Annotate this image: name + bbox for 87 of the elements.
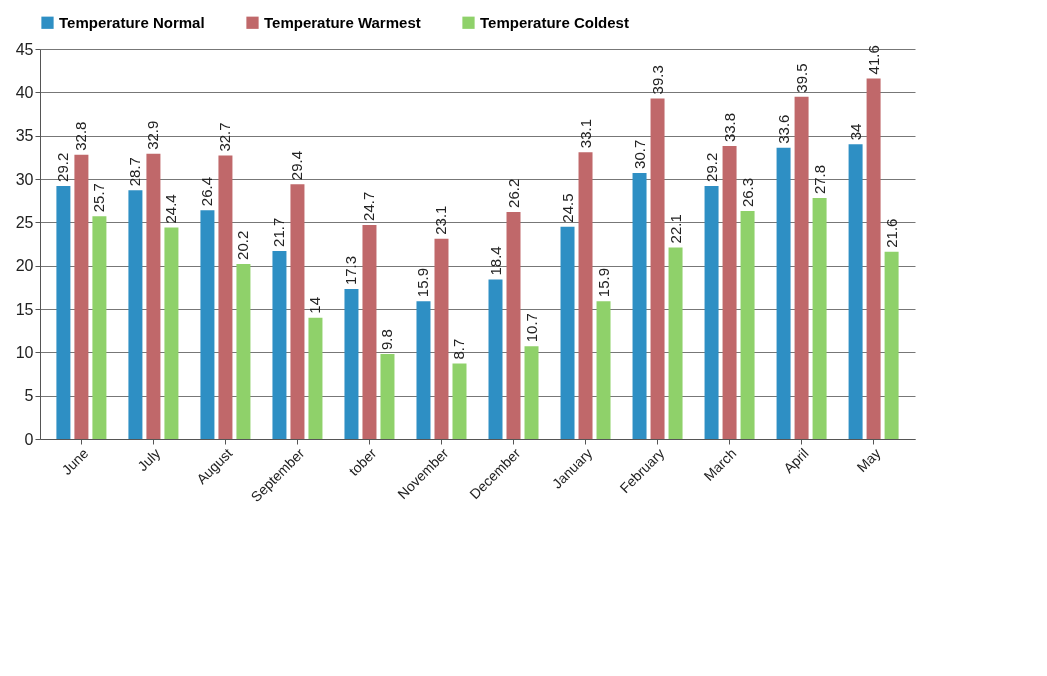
bar bbox=[506, 211, 521, 439]
bar bbox=[434, 238, 449, 439]
bar bbox=[560, 226, 575, 439]
data-label: 17.3 bbox=[342, 255, 360, 286]
bar bbox=[236, 263, 251, 439]
data-label: 21.6 bbox=[882, 218, 900, 248]
x-tick-label: July bbox=[134, 445, 164, 475]
y-tick-label: 25 bbox=[15, 213, 34, 231]
data-label: 29.4 bbox=[288, 151, 306, 181]
data-label: 32.8 bbox=[72, 121, 90, 151]
bar bbox=[866, 78, 881, 439]
bar bbox=[452, 363, 467, 439]
data-label: 26.3 bbox=[738, 177, 756, 208]
data-label: 20.2 bbox=[234, 230, 252, 260]
bar bbox=[128, 190, 143, 439]
bar bbox=[722, 146, 737, 439]
bar bbox=[596, 301, 611, 439]
data-label: 24.4 bbox=[162, 194, 180, 224]
bar bbox=[488, 279, 503, 439]
y-tick-label: 10 bbox=[15, 343, 34, 361]
data-label: 28.7 bbox=[126, 157, 144, 187]
data-label: 15.9 bbox=[414, 268, 432, 298]
data-label: 14 bbox=[306, 296, 324, 314]
data-label: 26.2 bbox=[504, 178, 522, 208]
bar bbox=[164, 227, 179, 439]
y-tick-label: 35 bbox=[15, 127, 34, 145]
y-tick-label: 5 bbox=[24, 387, 34, 405]
bar bbox=[578, 152, 593, 439]
data-label: 9.8 bbox=[378, 329, 396, 351]
data-label: 10.7 bbox=[522, 313, 540, 343]
bar bbox=[704, 185, 719, 439]
data-label: 26.4 bbox=[198, 177, 216, 207]
bar bbox=[308, 317, 323, 439]
data-label: 18.4 bbox=[486, 246, 504, 276]
data-label: 24.5 bbox=[558, 193, 576, 223]
x-tick-label: May bbox=[853, 445, 884, 476]
data-label: 15.9 bbox=[594, 268, 612, 298]
data-label: 39.5 bbox=[792, 63, 810, 93]
bar bbox=[416, 301, 431, 439]
y-tick-label: 40 bbox=[15, 83, 34, 101]
data-label: 33.6 bbox=[774, 114, 792, 144]
data-label: 41.6 bbox=[864, 45, 882, 75]
data-label: 30.7 bbox=[630, 139, 648, 169]
data-label: 33.1 bbox=[576, 118, 594, 149]
bar bbox=[56, 185, 71, 439]
data-label: 32.7 bbox=[216, 122, 234, 152]
bar bbox=[290, 184, 305, 439]
data-label: 27.8 bbox=[810, 164, 828, 195]
data-label: 8.7 bbox=[450, 338, 468, 360]
bar bbox=[524, 346, 539, 439]
bar bbox=[218, 155, 233, 439]
legend-label: Temperature Warmest bbox=[264, 13, 421, 31]
data-label: 29.2 bbox=[702, 152, 720, 182]
data-label: 23.1 bbox=[432, 205, 450, 235]
bar bbox=[344, 289, 359, 439]
y-tick-label: 15 bbox=[15, 300, 34, 318]
data-label: 29.2 bbox=[54, 152, 72, 182]
y-tick-label: 30 bbox=[15, 170, 34, 188]
data-label: 22.1 bbox=[666, 214, 684, 244]
bar bbox=[92, 216, 107, 439]
bar bbox=[272, 250, 287, 439]
bar bbox=[884, 251, 899, 439]
legend-label: Temperature Normal bbox=[59, 13, 205, 31]
bar bbox=[794, 96, 809, 439]
legend-label: Temperature Coldest bbox=[480, 13, 629, 31]
bar bbox=[200, 210, 215, 439]
data-label: 24.7 bbox=[360, 191, 378, 221]
y-tick-label: 0 bbox=[24, 430, 34, 448]
data-label: 32.9 bbox=[144, 120, 162, 150]
y-tick-label: 20 bbox=[15, 257, 34, 275]
bar bbox=[668, 247, 683, 439]
data-label: 25.7 bbox=[90, 183, 108, 213]
data-label: 21.7 bbox=[270, 217, 288, 247]
data-label: 33.8 bbox=[720, 112, 738, 143]
bar bbox=[362, 224, 377, 439]
bar bbox=[74, 154, 89, 439]
y-tick-label: 45 bbox=[15, 40, 34, 58]
bar bbox=[146, 153, 161, 439]
bar bbox=[740, 211, 755, 439]
data-label: 39.3 bbox=[648, 65, 666, 95]
bar bbox=[812, 198, 827, 439]
bar bbox=[650, 98, 665, 439]
bar bbox=[776, 147, 791, 439]
bar bbox=[848, 144, 863, 439]
bar bbox=[632, 172, 647, 439]
data-label: 34 bbox=[846, 123, 864, 141]
bar bbox=[380, 354, 395, 439]
